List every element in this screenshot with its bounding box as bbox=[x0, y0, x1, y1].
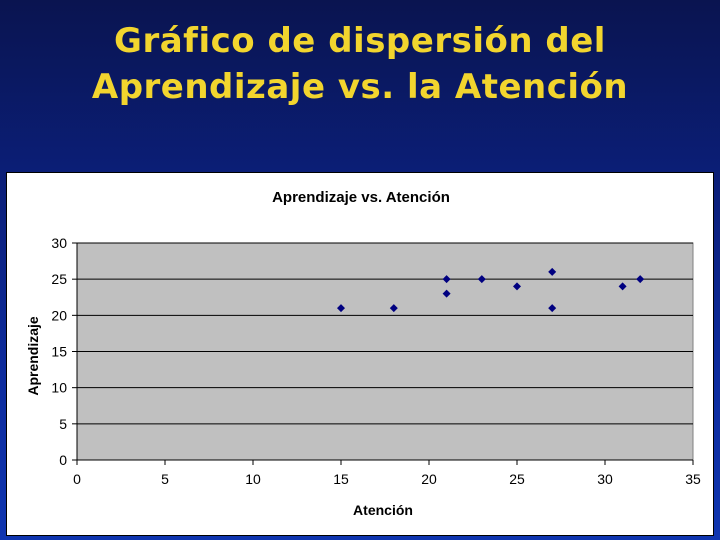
scatter-point bbox=[548, 267, 557, 276]
y-tick-label: 15 bbox=[51, 344, 67, 360]
x-tick-label: 15 bbox=[333, 471, 349, 487]
chart-title: Aprendizaje vs. Atención bbox=[272, 189, 450, 206]
x-axis-ticks: 0 5 10 15 20 25 30 35 bbox=[73, 460, 701, 487]
x-tick-label: 10 bbox=[245, 471, 261, 487]
scatter-point bbox=[337, 304, 345, 313]
y-tick-label: 25 bbox=[51, 271, 67, 287]
y-tick-label: 10 bbox=[51, 380, 67, 396]
y-tick-label: 0 bbox=[59, 452, 67, 468]
x-tick-label: 35 bbox=[685, 471, 701, 487]
slide-title: Gráfico de dispersión del Aprendizaje vs… bbox=[0, 18, 720, 110]
scatter-point bbox=[618, 282, 627, 291]
scatter-point bbox=[636, 275, 645, 284]
x-tick-label: 5 bbox=[161, 471, 169, 487]
scatter-point bbox=[442, 289, 451, 298]
scatter-point bbox=[477, 275, 486, 284]
scatter-chart: Aprendizaje vs. Atención 0 5 10 15 20 25 30 0 5… bbox=[25, 189, 701, 518]
y-axis-label: Aprendizaje bbox=[25, 316, 41, 396]
scatter-point bbox=[513, 282, 521, 291]
x-axis-label: Atención bbox=[353, 502, 413, 518]
scatter-point bbox=[548, 304, 557, 313]
slide-title-line-1: Gráfico de dispersión del bbox=[114, 21, 606, 61]
y-axis-ticks: 0 5 10 15 20 25 30 bbox=[51, 235, 77, 468]
y-tick-label: 5 bbox=[59, 416, 67, 432]
data-points bbox=[337, 267, 645, 313]
x-tick-label: 30 bbox=[597, 471, 613, 487]
y-tick-label: 30 bbox=[51, 235, 67, 251]
scatter-point bbox=[442, 275, 451, 284]
x-tick-label: 20 bbox=[421, 471, 437, 487]
x-tick-label: 0 bbox=[73, 471, 81, 487]
chart-panel: Aprendizaje vs. Atención 0 5 10 15 20 25 30 0 5… bbox=[6, 172, 714, 536]
x-tick-label: 25 bbox=[509, 471, 525, 487]
y-tick-label: 20 bbox=[51, 307, 67, 323]
scatter-point bbox=[389, 304, 398, 313]
slide-title-line-2: Aprendizaje vs. la Atención bbox=[91, 67, 629, 107]
